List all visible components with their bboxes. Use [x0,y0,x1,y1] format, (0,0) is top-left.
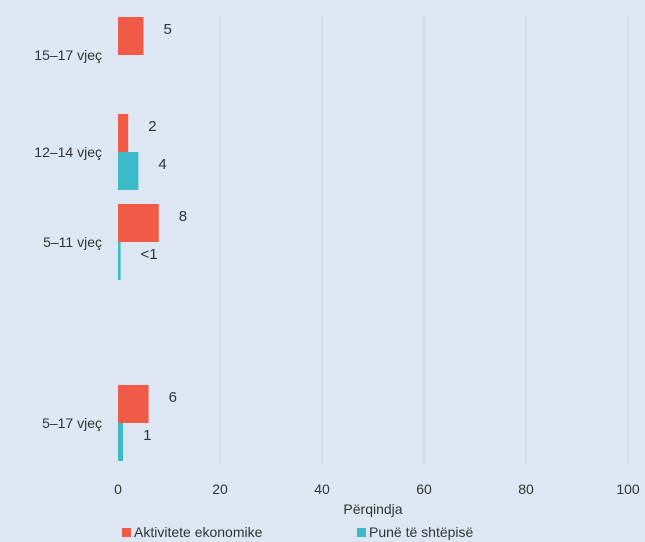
legend-label: Punë të shtëpisë [369,524,474,540]
data-label: 5 [164,21,172,38]
bar-aktivitete-ekonomike [118,385,149,423]
data-label: 1 [143,427,151,444]
data-label: 2 [148,118,156,135]
bar-aktivitete-ekonomike [118,17,144,55]
bar-pune-te-shtepise [118,152,139,190]
x-tick-label: 100 [616,481,640,497]
bars: 5 2 4 8 <1 6 1 [118,17,187,461]
x-tick-label: 60 [416,481,432,497]
category-label: 15–17 vjeç [34,47,102,63]
data-label: 6 [169,389,177,406]
data-label: 4 [158,156,166,173]
bar-aktivitete-ekonomike [118,114,129,152]
legend-swatch [122,528,131,537]
data-label: 8 [179,208,187,225]
bar-pune-te-shtepise [118,242,121,280]
legend-label: Aktivitete ekonomike [134,524,263,540]
x-axis-title: Përqindja [343,501,402,517]
x-tick-label: 0 [114,481,122,497]
gridlines [219,15,629,465]
category-label: 5–17 vjeç [42,415,102,431]
x-tick-labels: 0 20 40 60 80 100 [114,481,640,497]
data-label: <1 [141,246,158,263]
category-label: 12–14 vjeç [34,144,102,160]
legend: Aktivitete ekonomike Punë të shtëpisë [122,524,474,540]
x-tick-label: 20 [212,481,228,497]
legend-swatch [357,528,366,537]
bar-pune-te-shtepise [118,423,124,461]
category-labels: 15–17 vjeç 12–14 vjeç 5–11 vjeç 5–17 vjeç [34,47,102,431]
x-tick-label: 80 [518,481,534,497]
bar-aktivitete-ekonomike [118,204,159,242]
category-label: 5–11 vjeç [43,234,102,250]
x-tick-label: 40 [314,481,330,497]
